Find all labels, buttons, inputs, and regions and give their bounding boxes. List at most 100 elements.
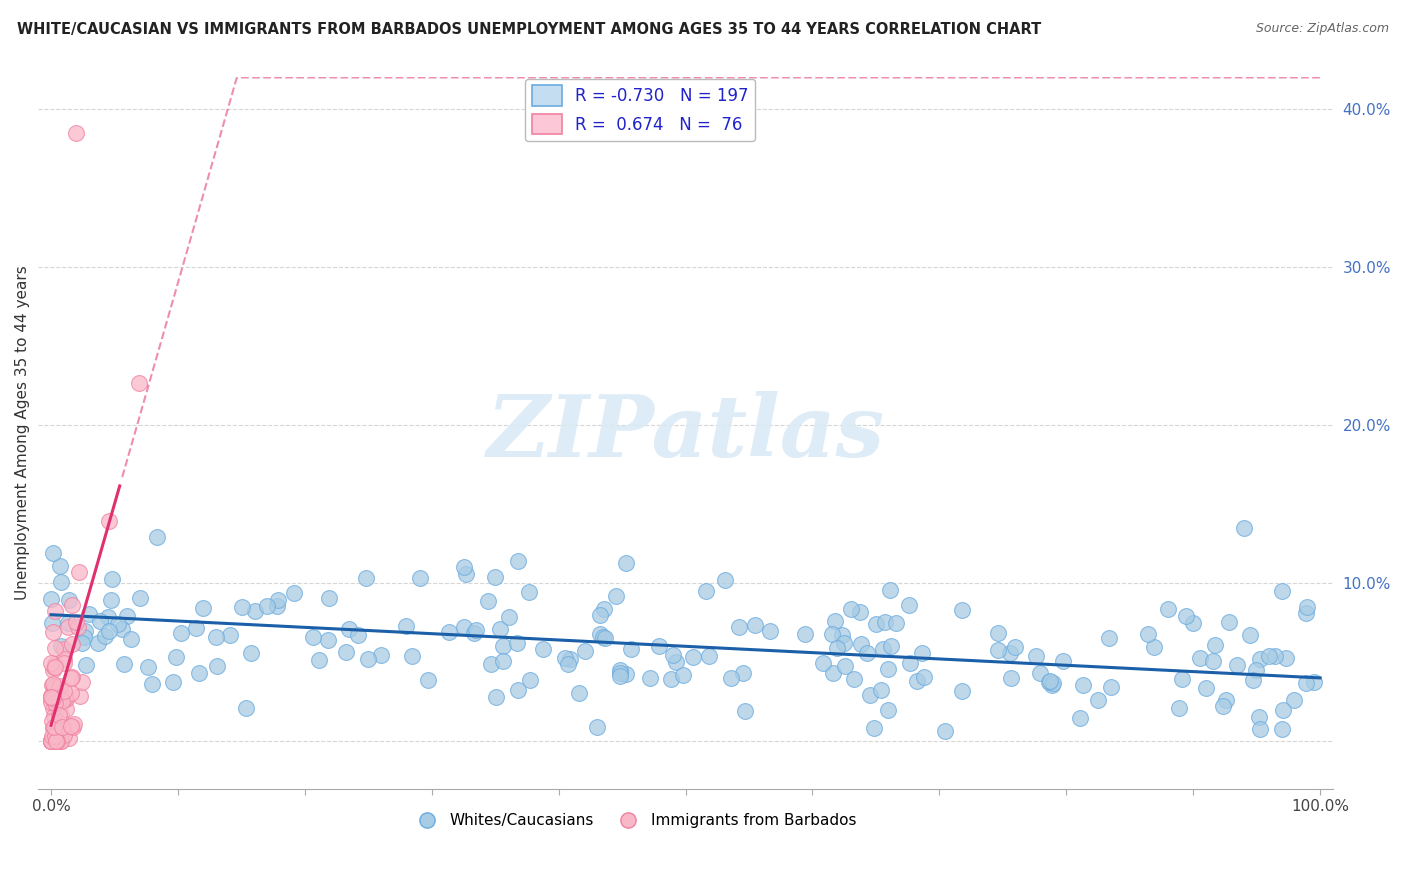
Point [827,641,849,656]
Point [454,567,477,582]
Point [1249,652,1271,666]
Point [593,602,616,616]
Point [1264,649,1286,664]
Point [863,721,886,735]
Point [839,602,862,616]
Point [231,599,253,614]
Point [1038,674,1060,689]
Point [1296,599,1319,614]
Point [42,720,65,734]
Point [44,734,66,748]
Point [911,646,934,660]
Point [519,673,541,688]
Point [51,734,73,748]
Point [41,678,63,692]
Point [87,636,110,650]
Point [49,734,72,748]
Point [950,602,973,616]
Point [1212,698,1234,713]
Point [859,688,882,702]
Point [1004,640,1026,655]
Point [849,605,872,619]
Point [1271,584,1294,599]
Point [592,630,614,644]
Point [44,734,66,748]
Point [1202,654,1225,668]
Point [1025,648,1047,663]
Point [39,695,62,709]
Point [568,686,591,700]
Point [1087,693,1109,707]
Point [821,627,844,641]
Point [1233,521,1256,535]
Point [465,623,488,637]
Point [94,629,117,643]
Point [53,642,76,657]
Point [354,571,377,585]
Text: Source: ZipAtlas.com: Source: ZipAtlas.com [1256,22,1389,36]
Point [45,734,67,748]
Point [488,622,510,636]
Point [876,662,898,676]
Point [1247,710,1270,724]
Point [884,615,907,630]
Point [1195,681,1218,696]
Point [205,659,228,673]
Point [44,604,66,618]
Point [59,686,82,700]
Point [51,720,73,734]
Point [52,729,75,743]
Point [235,701,257,715]
Point [256,599,278,614]
Point [1042,676,1064,690]
Point [49,679,72,693]
Point [267,593,290,607]
Point [63,717,86,731]
Point [1099,681,1122,695]
Point [51,640,73,654]
Point [609,666,631,681]
Point [39,690,62,704]
Point [41,714,63,728]
Point [73,624,96,638]
Point [308,653,330,667]
Point [665,655,688,669]
Point [110,623,132,637]
Point [97,609,120,624]
Point [48,559,70,574]
Point [89,614,111,628]
Point [463,626,485,640]
Point [662,648,685,662]
Point [1174,608,1197,623]
Point [62,720,84,734]
Point [44,640,66,655]
Point [46,688,69,702]
Point [112,657,135,671]
Point [357,651,380,665]
Point [51,727,73,741]
Point [1282,693,1305,707]
Point [107,616,129,631]
Point [60,669,83,683]
Point [831,628,853,642]
Point [851,637,873,651]
Point [609,669,631,683]
Point [266,599,288,614]
Point [243,604,266,618]
Point [60,637,83,651]
Point [240,646,263,660]
Point [614,667,637,681]
Point [55,692,77,706]
Point [987,643,1010,657]
Point [1204,638,1226,652]
Point [65,615,87,629]
Point [44,694,66,708]
Point [821,665,844,680]
Point [44,660,66,674]
Point [162,675,184,690]
Point [731,666,754,681]
Point [453,620,475,634]
Point [98,624,121,638]
Point [695,584,717,599]
Point [44,729,66,743]
